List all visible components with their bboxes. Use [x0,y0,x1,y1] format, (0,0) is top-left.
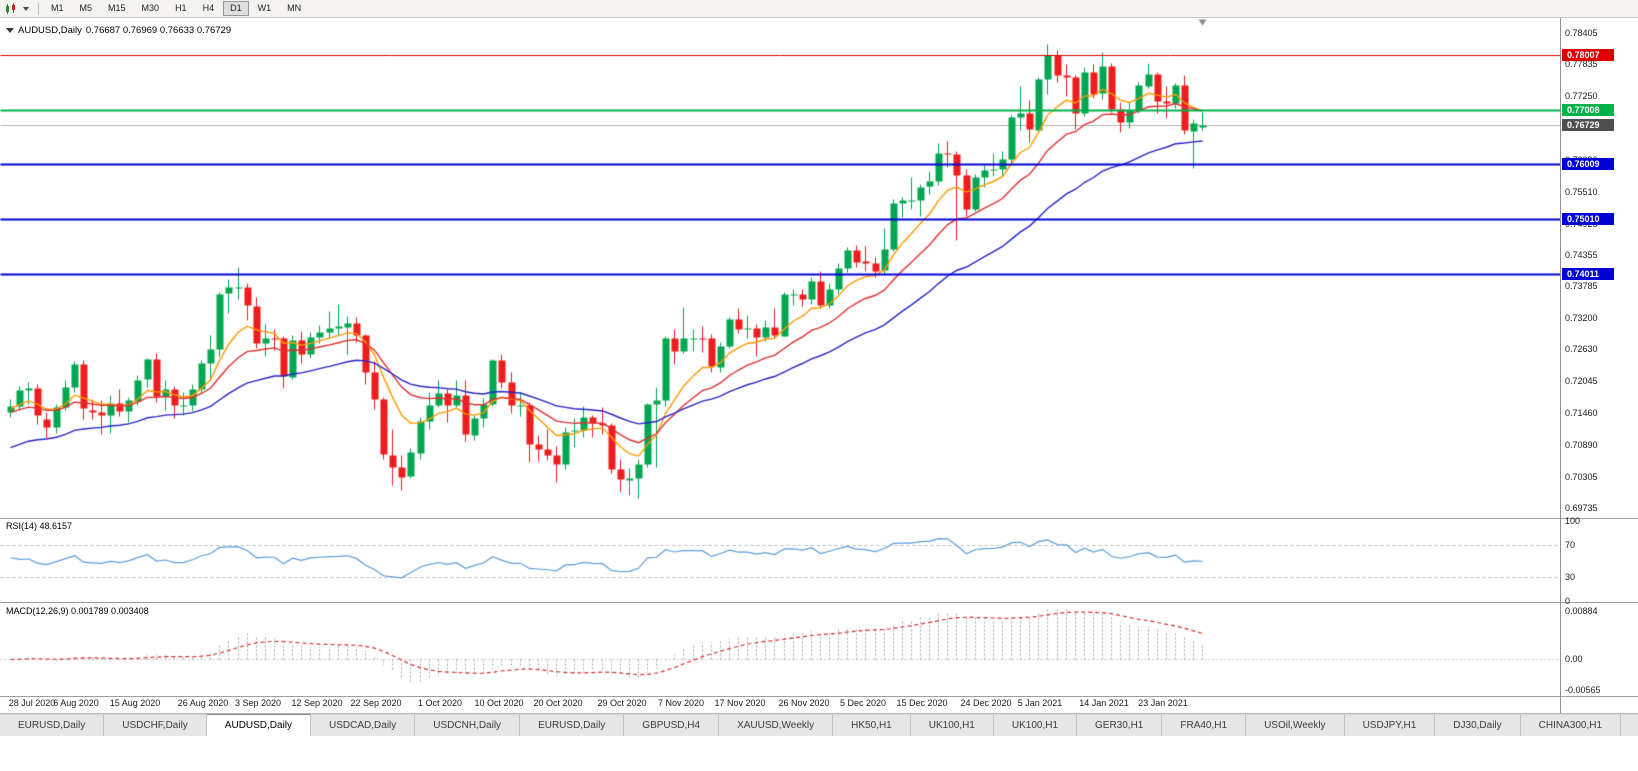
macd-axis-tick: 0.00 [1565,654,1583,664]
chart-tab[interactable]: XAUUSD,Weekly [719,714,834,736]
chart-tab[interactable]: HK50,H1 [833,714,911,736]
x-axis-label: 10 Oct 2020 [474,698,524,708]
price-level-badge: 0.78007 [1562,49,1614,61]
chart-tab[interactable]: USOil,Weekly [1246,714,1345,736]
price-level-badge: 0.76009 [1562,158,1614,170]
x-axis-label: 26 Aug 2020 [177,698,229,708]
chart-menu-icon[interactable] [6,28,14,33]
chart-tab[interactable]: US [1621,714,1638,736]
chart-tab[interactable]: GER30,H1 [1077,714,1163,736]
chart-tab-bar: EURUSD,Daily USDCHF,Daily AUDUSD,Daily USDC… [0,713,1638,736]
price-axis-tick: 0.69735 [1565,503,1598,513]
chart-tab[interactable]: DJ30,Daily [1435,714,1521,736]
x-axis-label: 1 Oct 2020 [417,698,463,708]
chart-tab[interactable]: UK100,H1 [910,714,994,736]
timeframe-toolbar: M1 M5 M15 M30 H1 H4 D1 W1 MN [0,0,1638,18]
chart-tab[interactable]: EURUSD,Daily [520,714,625,736]
chart-tab[interactable]: UK100,H1 [993,714,1078,736]
price-axis-tick: 0.73785 [1565,281,1598,291]
price-level-badge: 0.74011 [1562,268,1614,280]
chart-region: AUDUSD,Daily 0.76687 0.76969 0.76633 0.7… [0,18,1638,713]
x-axis-label: 12 Sep 2020 [291,698,343,708]
timeframe-button-m5[interactable]: M5 [79,3,93,13]
x-axis-label: 26 Nov 2020 [778,698,830,708]
price-axis-tick: 0.75510 [1565,187,1598,197]
price-axis-tick: 0.74355 [1565,250,1598,260]
chart-symbol-period: AUDUSD,Daily [18,25,82,36]
rsi-axis-tick: 30 [1565,572,1576,582]
rsi-indicator-canvas[interactable] [0,519,1560,602]
x-axis-label: 20 Oct 2020 [533,698,583,708]
x-axis-label: 7 Nov 2020 [657,698,705,708]
timeframe-button-d1[interactable]: D1 [223,1,249,16]
chart-tab[interactable]: USDJPY,H1 [1344,714,1436,736]
timeframe-button-mn[interactable]: MN [287,3,302,13]
timeframe-button-w1[interactable]: W1 [257,3,272,13]
chart-tab[interactable]: USDCNH,Daily [415,714,521,736]
chart-tab[interactable]: GBPUSD,H4 [624,714,720,736]
price-axis-tick: 0.71460 [1565,408,1598,418]
time-axis[interactable]: 28 Jul 2020 6 Aug 2020 15 Aug 2020 26 Aug 2… [0,697,1560,713]
macd-indicator-label: MACD(12,26,9) 0.001789 0.003408 [6,606,149,616]
toolbar-separator [38,2,39,15]
chart-tab[interactable]: CHINA300,H1 [1520,714,1622,736]
x-axis-label: 5 Jan 2021 [1017,698,1063,708]
rsi-axis-tick: 70 [1565,540,1576,550]
x-axis-label: 23 Jan 2021 [1138,698,1188,708]
price-axis-column[interactable]: 0.784050.778350.772500.766650.760800.755… [1561,18,1638,713]
price-axis-tick: 0.78405 [1565,28,1598,38]
price-level-badge: 0.75010 [1562,213,1614,225]
charts-icon[interactable] [4,3,18,15]
x-axis-label: 17 Nov 2020 [714,698,766,708]
price-axis-line [1560,18,1561,713]
x-axis-label: 24 Dec 2020 [960,698,1012,708]
price-axis-tick: 0.70305 [1565,472,1598,482]
x-axis-label: 15 Dec 2020 [896,698,948,708]
price-axis-tick: 0.77835 [1565,59,1598,69]
price-axis-tick: 0.70890 [1565,440,1598,450]
price-chart-canvas[interactable] [0,18,1560,518]
price-level-badge: 0.76729 [1562,119,1614,131]
price-axis-tick: 0.72045 [1565,376,1598,386]
x-axis-label: 6 Aug 2020 [53,698,99,708]
panel-separator[interactable] [0,602,1638,603]
rsi-axis-tick: 100 [1565,516,1581,526]
chart-tab[interactable]: USDCAD,Daily [311,714,416,736]
time-axis-line [0,696,1638,697]
timeframe-button-m1[interactable]: M1 [51,3,64,13]
x-axis-label: 5 Dec 2020 [839,698,887,708]
x-axis-label: 28 Jul 2020 [8,698,56,708]
x-axis-label: 14 Jan 2021 [1079,698,1129,708]
chart-tab[interactable]: AUDUSD,Daily [206,714,312,736]
dropdown-arrow-icon[interactable] [22,5,30,13]
chart-tab[interactable]: USDCHF,Daily [104,714,207,736]
chart-tab[interactable]: EURUSD,Daily [0,714,105,736]
price-axis-tick: 0.77250 [1565,91,1598,101]
timeframe-button-h1[interactable]: H1 [175,3,187,13]
timeframe-button-m30[interactable]: M30 [141,3,160,13]
chart-title: AUDUSD,Daily 0.76687 0.76969 0.76633 0.7… [6,25,231,36]
x-axis-label: 29 Oct 2020 [597,698,647,708]
timeframe-button-m15[interactable]: M15 [108,3,126,13]
macd-axis-tick: 0.00884 [1565,606,1598,616]
panel-separator[interactable] [0,518,1638,519]
price-axis-tick: 0.72630 [1565,344,1598,354]
macd-indicator-canvas[interactable] [0,603,1560,696]
timeframe-button-h4[interactable]: H4 [202,3,215,13]
x-axis-label: 3 Sep 2020 [234,698,282,708]
x-axis-label: 15 Aug 2020 [109,698,161,708]
rsi-axis-tick: 0 [1565,596,1571,606]
x-axis-label: 22 Sep 2020 [350,698,402,708]
price-level-badge: 0.77008 [1562,104,1614,116]
rsi-indicator-label: RSI(14) 48.6157 [6,521,73,531]
chart-tab[interactable]: FRA40,H1 [1162,714,1247,736]
price-axis-tick: 0.73200 [1565,313,1598,323]
macd-axis-tick: -0.00565 [1565,685,1601,695]
chart-ohlc-values: 0.76687 0.76969 0.76633 0.76729 [85,25,232,36]
